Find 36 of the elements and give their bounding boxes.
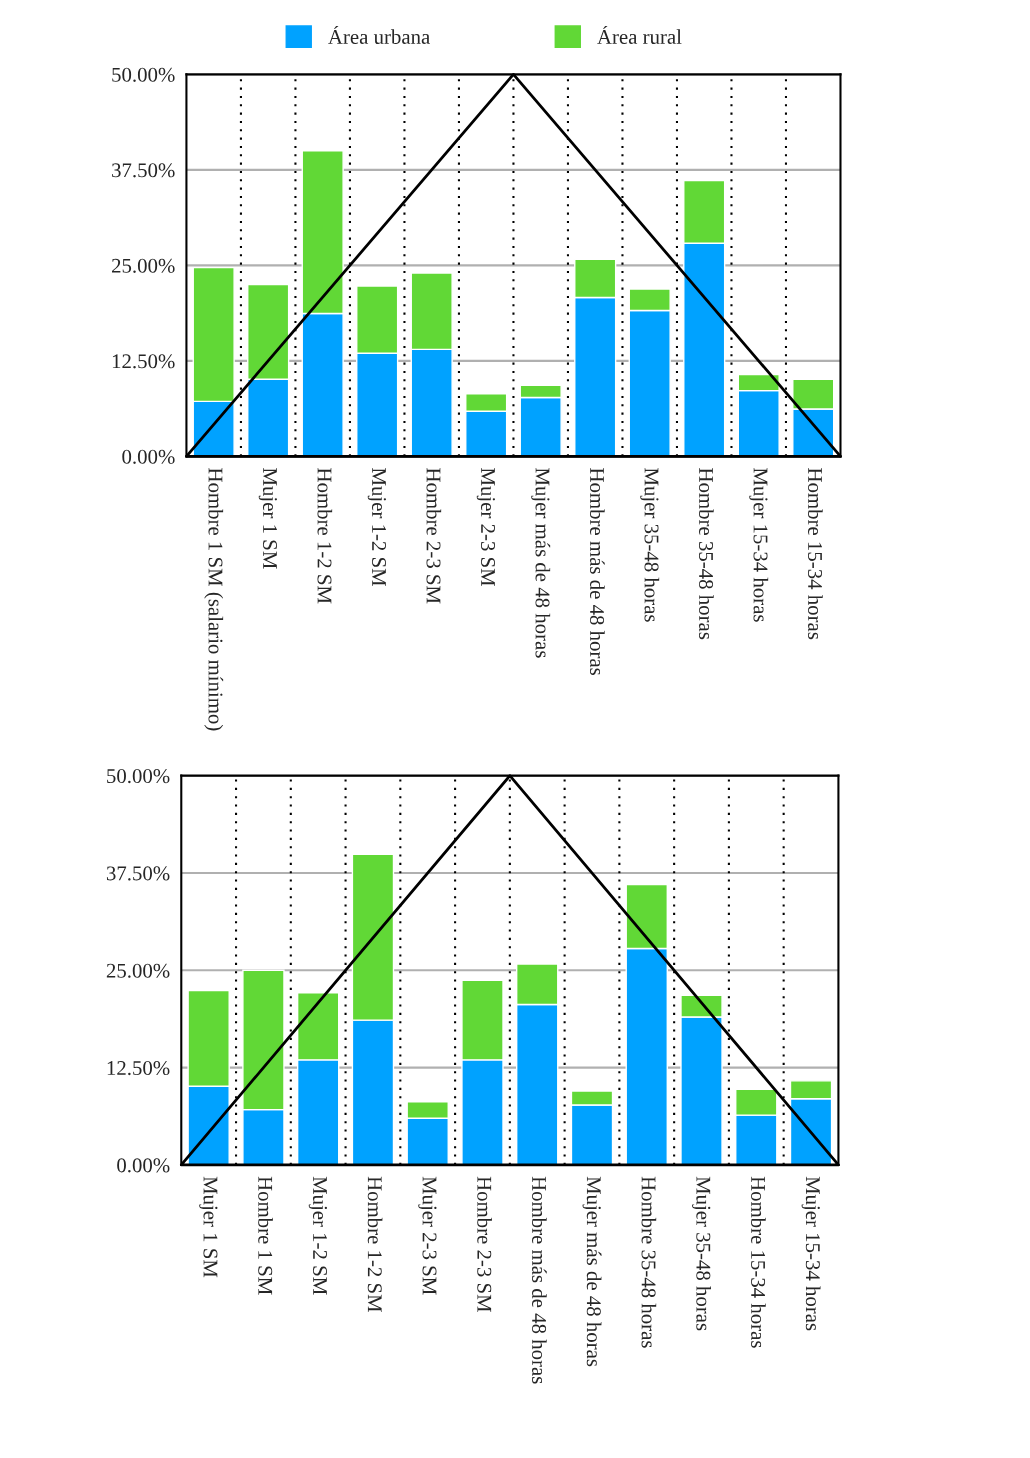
y-tick-label: 37.50% xyxy=(106,866,170,881)
x-tick-label: Mujer 1-2 SM xyxy=(367,468,386,587)
x-tick-label: Mujer 1 SM xyxy=(258,468,277,569)
x-tick-label: Mujer 35-48 horas xyxy=(692,1176,711,1331)
x-tick-label: Mujer 35-48 horas xyxy=(640,468,660,622)
x-tick-label: Mujer 1 SM xyxy=(199,1176,218,1278)
x-tick-label: Mujer más de 48 horas xyxy=(531,468,551,658)
x-tick-label: Mujer 2-3 SM xyxy=(418,1176,437,1295)
y-tick-label: 25.00% xyxy=(112,258,175,273)
x-tick-label: Mujer 2-3 SM xyxy=(476,468,495,587)
x-tick-label: Mujer 1-2 SM xyxy=(308,1176,327,1295)
y-tick-label: 0.00% xyxy=(117,1158,170,1173)
legend-label: Área urbana xyxy=(328,25,430,44)
x-tick-label: Mujer 15-34 horas xyxy=(801,1176,821,1331)
y-tick-label: 12.50% xyxy=(112,354,175,369)
x-tick-label: Hombre 35-48 horas xyxy=(699,468,714,640)
y-tick-label: 37.50% xyxy=(112,163,175,178)
x-tick-label: Hombre 1-2 SM xyxy=(367,1176,383,1313)
x-tick-label: Hombre 1 SM xyxy=(258,1176,273,1295)
x-tick-label: Hombre 15-34 horas xyxy=(808,468,823,640)
x-tick-label: Hombre más de 48 horas xyxy=(532,1176,547,1384)
x-tick-label: Hombre 1-2 SM xyxy=(317,468,333,604)
x-tick-label: Hombre 2-3 SM xyxy=(477,1176,492,1313)
x-tick-label: Mujer 15-34 horas xyxy=(749,468,769,622)
y-tick-label: 0.00% xyxy=(122,449,175,464)
y-tick-label: 50.00% xyxy=(112,67,175,82)
x-tick-label: Hombre 15-34 horas xyxy=(751,1176,766,1348)
x-tick-label: Mujer más de 48 horas xyxy=(582,1176,602,1367)
x-tick-label: Hombre 2-3 SM xyxy=(426,468,442,604)
legend-label: Área rural xyxy=(597,25,682,44)
y-tick-label: 25.00% xyxy=(106,963,170,978)
x-tick-label: Hombre 1 SM (salario mínimo) xyxy=(204,468,224,731)
y-tick-label: 50.00% xyxy=(107,769,170,784)
x-tick-label: Hombre más de 48 horas xyxy=(590,468,605,675)
y-tick-label: 12.50% xyxy=(107,1060,170,1076)
x-tick-label: Hombre 35-48 horas xyxy=(641,1176,657,1348)
